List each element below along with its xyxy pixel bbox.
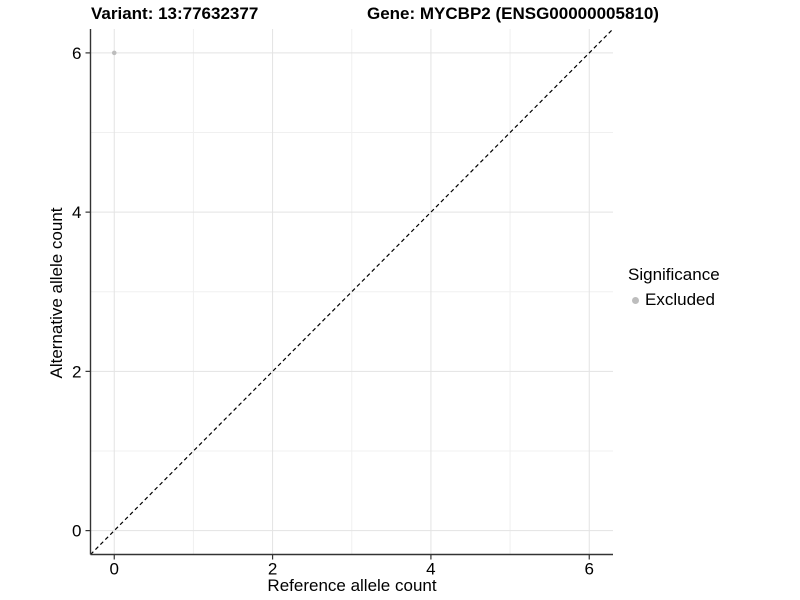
legend-entry-label: Excluded <box>645 290 715 309</box>
gene-title: Gene: MYCBP2 (ENSG00000005810) <box>367 4 659 23</box>
y-tick-label: 6 <box>72 44 81 63</box>
legend-key <box>628 293 642 307</box>
x-tick-label: 6 <box>585 560 594 579</box>
legend: Significance Excluded <box>628 265 720 310</box>
legend-title: Significance <box>628 265 720 284</box>
x-axis-title: Reference allele count <box>267 576 437 595</box>
y-tick-label: 2 <box>72 362 81 381</box>
variant-title: Variant: 13:77632377 <box>91 4 259 23</box>
y-axis-title: Alternative allele count <box>47 207 66 379</box>
y-tick-label: 4 <box>72 203 81 222</box>
legend-entry-excluded: Excluded <box>628 290 720 310</box>
data-point <box>111 50 117 56</box>
identity-dashed-line <box>90 28 614 555</box>
x-tick-label: 4 <box>426 560 435 579</box>
y-tick-label: 0 <box>72 522 81 541</box>
excluded-point-icon <box>631 296 639 304</box>
x-tick-label: 0 <box>110 560 119 579</box>
x-tick-label: 2 <box>268 560 277 579</box>
